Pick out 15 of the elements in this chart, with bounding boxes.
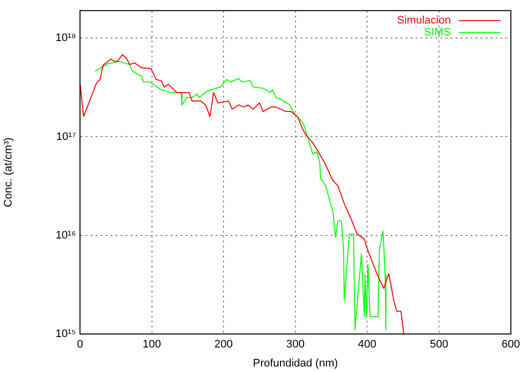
legend-label: SIMS bbox=[424, 26, 451, 39]
x-tick-label: 100 bbox=[142, 338, 161, 351]
y-tick-label: 10¹⁵ bbox=[56, 328, 76, 340]
x-tick-label: 300 bbox=[286, 338, 305, 351]
x-tick-label: 0 bbox=[76, 338, 84, 351]
x-tick-label: 600 bbox=[502, 338, 520, 351]
x-axis-title: Profundidad (nm) bbox=[252, 357, 338, 370]
y-tick-label: 10¹⁸ bbox=[55, 32, 76, 44]
x-tick-label: 500 bbox=[430, 338, 448, 351]
x-tick-label: 400 bbox=[358, 338, 376, 351]
y-axis-title: Conc. (at/cm³) bbox=[2, 137, 15, 208]
legend-label: Simulacion bbox=[397, 14, 451, 27]
x-tick-label: 200 bbox=[214, 338, 233, 351]
y-tick-label: 10¹⁶ bbox=[56, 229, 76, 242]
y-tick-label: 10¹⁷ bbox=[56, 130, 76, 143]
